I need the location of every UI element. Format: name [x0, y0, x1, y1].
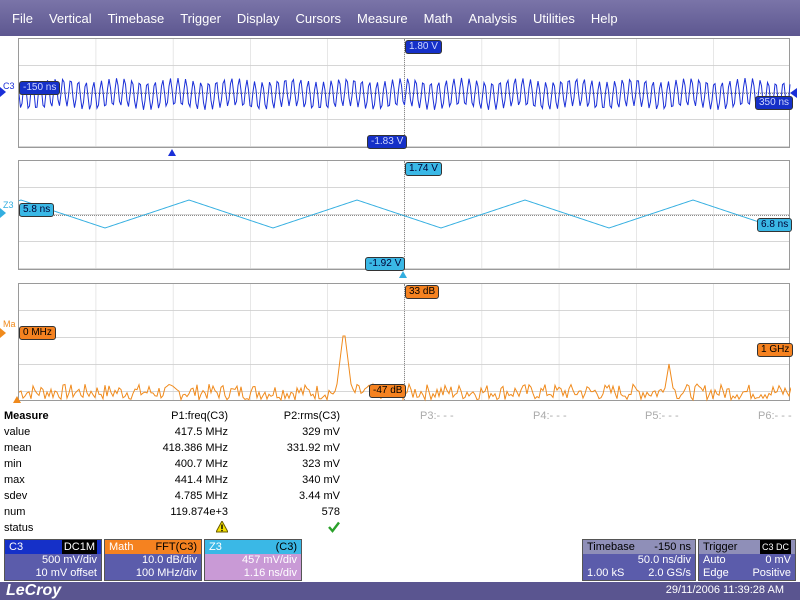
zoom-time-per-div: 1.16 ns/div [243, 567, 297, 579]
z3-max-tag: 1.74 V [405, 162, 442, 176]
row-label: num [4, 506, 26, 518]
timebase-panel[interactable]: Timebase -150 ns 50.0 ns/div 1.00 kS 2.0… [582, 539, 696, 581]
math-panel[interactable]: Math FFT(C3) 10.0 dB/div 100 MHz/div [104, 539, 202, 581]
menu-timebase[interactable]: Timebase [107, 10, 165, 26]
trigger-level: 0 mV [765, 554, 791, 566]
z3-left-time-tag: 5.8 ns [19, 203, 55, 217]
coupling-badge: DC1M [61, 540, 97, 554]
trigger-panel[interactable]: Trigger C3 DC Auto 0 mV Edge Positive [698, 539, 796, 581]
fft-offset-marker[interactable] [0, 328, 6, 338]
measure-table: Measure P1:freq(C3) P2:rms(C3) P3:- - - … [0, 406, 800, 538]
fft-min-tag: -47 dB [369, 384, 407, 398]
trigger-mode: Auto [703, 554, 726, 566]
p2-value: 329 mV [302, 426, 340, 438]
timebase-delay: -150 ns [654, 541, 691, 553]
fft-start-freq-tag: 0 MHz [19, 326, 56, 340]
p2-num: 578 [321, 506, 340, 518]
timebase-samples: 1.00 kS [587, 567, 625, 579]
menu-display[interactable]: Display [236, 10, 280, 26]
fft-position-marker[interactable] [13, 396, 21, 403]
trigger-type: Edge [703, 567, 729, 579]
warning-icon [215, 519, 229, 538]
menu-bar: File Vertical Timebase Trigger Display C… [0, 0, 800, 36]
menu-help[interactable]: Help [590, 10, 618, 26]
z3-trigger-marker[interactable] [399, 271, 407, 278]
math-source: FFT(C3) [155, 541, 197, 553]
fft-grid[interactable]: 33 dB -47 dB 0 MHz 1 GHz [18, 283, 794, 402]
fft-trace-label: Ma [3, 319, 16, 329]
c3-right-time-tag: 350 ns [755, 96, 794, 110]
status-bar: LeCroy 29/11/2006 11:39:28 AM [0, 582, 800, 600]
p5-header[interactable]: P5:- - - [645, 410, 679, 422]
timebase-title: Timebase [587, 541, 635, 553]
channel-c3-panel[interactable]: C3 DC1M 500 mV/div 10 mV offset [4, 539, 102, 581]
p2-sdev: 3.44 mV [299, 490, 340, 502]
row-label: mean [4, 442, 32, 454]
row-label: sdev [4, 490, 28, 502]
math-db-per-div: 10.0 dB/div [141, 554, 197, 566]
row-label: max [4, 474, 25, 486]
math-freq-per-div: 100 MHz/div [135, 567, 197, 579]
zoom-z3-panel[interactable]: Z3 (C3) 457 mV/div 1.16 ns/div [204, 539, 302, 581]
menu-trigger[interactable]: Trigger [180, 10, 221, 26]
menu-cursors[interactable]: Cursors [295, 10, 342, 26]
timebase-sample-rate: 2.0 GS/s [648, 567, 691, 579]
menu-measure[interactable]: Measure [357, 10, 408, 26]
channel-c3-title: C3 [9, 541, 24, 553]
fft-max-tag: 33 dB [405, 285, 440, 299]
trigger-source-badge: C3 DC [759, 540, 791, 554]
c3-min-tag: -1.83 V [367, 135, 408, 149]
math-title: Math [109, 541, 134, 553]
row-label: value [4, 426, 31, 438]
p1-max: 441.4 MHz [174, 474, 228, 486]
z3-trace-label: Z3 [3, 200, 14, 210]
zoom-source: (C3) [275, 541, 297, 553]
c3-volts-per-div: 500 mV/div [41, 554, 97, 566]
p2-mean: 331.92 mV [286, 442, 340, 454]
p1-sdev: 4.785 MHz [174, 490, 228, 502]
c3-left-time-tag: -150 ns [19, 81, 61, 95]
c3-offset: 10 mV offset [35, 567, 97, 579]
p1-mean: 418.386 MHz [162, 442, 228, 454]
c3-trace [19, 77, 791, 111]
trigger-slope: Positive [752, 567, 791, 579]
zoom-title: Z3 [209, 541, 222, 553]
status-label: status [4, 522, 34, 534]
row-label: min [4, 458, 22, 470]
p1-num: 119.874e+3 [170, 506, 228, 518]
p2-max: 340 mV [302, 474, 340, 486]
menu-file[interactable]: File [12, 10, 33, 26]
c3-max-tag: 1.80 V [405, 40, 442, 54]
p1-min: 400.7 MHz [174, 458, 228, 470]
c3-waveform-grid[interactable]: 1.80 V -1.83 V -150 ns 350 ns [18, 38, 794, 149]
p3-header[interactable]: P3:- - - [420, 410, 454, 422]
timebase-rate: 50.0 ns/div [637, 554, 691, 566]
menu-vertical[interactable]: Vertical [48, 10, 92, 26]
checkmark-icon [328, 521, 340, 538]
fft-stop-freq-tag: 1 GHz [757, 343, 794, 357]
menu-analysis[interactable]: Analysis [468, 10, 517, 26]
z3-zoom-grid[interactable]: 1.74 V -1.92 V 5.8 ns 6.8 ns [18, 160, 793, 271]
menu-math[interactable]: Math [423, 10, 453, 26]
zoom-volts-per-div: 457 mV/div [241, 554, 297, 566]
measure-title: Measure [4, 410, 49, 422]
p4-header[interactable]: P4:- - - [533, 410, 567, 422]
z3-right-time-tag: 6.8 ns [757, 218, 793, 232]
z3-trace [19, 199, 791, 229]
c3-trigger-level-marker[interactable] [790, 88, 797, 98]
trigger-title: Trigger [703, 541, 738, 553]
datetime: 29/11/2006 11:39:28 AM [665, 584, 784, 596]
p1-header[interactable]: P1:freq(C3) [171, 410, 228, 422]
c3-offset-marker[interactable] [0, 87, 6, 97]
menu-utilities[interactable]: Utilities [532, 10, 575, 26]
c3-trace-label: C3 [3, 81, 15, 91]
p6-header[interactable]: P6:- - - [758, 410, 792, 422]
p2-min: 323 mV [302, 458, 340, 470]
p1-value: 417.5 MHz [174, 426, 228, 438]
p2-header[interactable]: P2:rms(C3) [283, 410, 340, 422]
zoom-position-marker[interactable] [168, 149, 176, 156]
lecroy-logo: LeCroy [6, 582, 62, 599]
z3-min-tag: -1.92 V [365, 257, 406, 271]
z3-offset-marker[interactable] [0, 208, 6, 218]
